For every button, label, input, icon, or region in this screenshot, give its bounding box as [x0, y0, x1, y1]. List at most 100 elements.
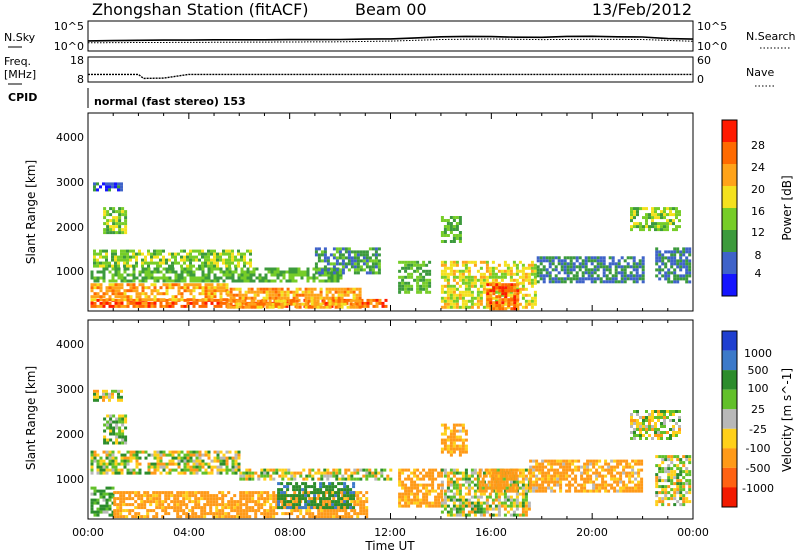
noise-series: [87, 35, 694, 44]
cpid-mode-text: normal (fast stereo) 153: [94, 95, 246, 108]
data-region-6: [226, 287, 362, 309]
noise-right-tick-low: 10^0: [697, 40, 727, 53]
velocity-colorbar-swatch-2: [722, 370, 737, 390]
beam-label: Beam 00: [355, 0, 427, 19]
power-range-axis-title: Slant Range [km]: [24, 160, 38, 264]
frequency-line: [88, 73, 693, 80]
power-colorbar-swatch-4: [722, 186, 737, 208]
data-region-5: [103, 414, 128, 445]
date-label: 13/Feb/2012: [592, 0, 692, 19]
power-cb-tick-4: 4: [755, 267, 762, 280]
freq-label-line1: Freq.: [4, 55, 31, 68]
velocity-cb-tick-25: 25: [751, 403, 765, 416]
data-region-11: [440, 216, 462, 243]
data-region-10: [478, 468, 518, 493]
data-region-13: [655, 455, 692, 507]
frequency-panel: Freq. [MHz] 18 8 60 0 Nave: [4, 54, 775, 87]
velocity-cb-tick-neg25: -25: [749, 423, 767, 436]
station-title: Zhongshan Station (fitACF): [92, 0, 309, 19]
velocity-range-tick-2000: 2000: [56, 428, 84, 441]
power-cb-tick-20: 20: [751, 183, 765, 196]
data-region-2: [90, 486, 115, 517]
power-colorbar-swatch-5: [722, 164, 737, 186]
data-region-2: [93, 249, 252, 268]
velocity-cb-tick-100: 100: [748, 382, 769, 395]
data-region-14: [655, 247, 692, 284]
power-colorbar-swatch-7: [722, 120, 737, 142]
power-colorbar-title: Power [dB]: [780, 175, 794, 240]
power-panel: Slant Range [km] 1000 2000 3000 4000: [24, 112, 694, 312]
velocity-panel: Slant Range [km] 1000 2000 3000 4000: [24, 319, 694, 520]
noise-right-tick-high: 10^5: [697, 20, 727, 33]
velocity-cb-tick-500: 500: [748, 364, 769, 377]
velocity-heatmap: [90, 389, 692, 519]
noise-series-sky-line: [87, 35, 694, 42]
power-colorbar: 4 8 12 16 20 24 28 Power [dB]: [721, 119, 794, 297]
data-region-10: [486, 283, 520, 311]
velocity-colorbar-swatch-0: [722, 331, 737, 351]
noise-series-search-line: [87, 38, 694, 44]
time-tick-2000: 20:00: [576, 526, 608, 539]
power-colorbar-swatch-3: [722, 208, 737, 230]
velocity-range-axis-title: Slant Range [km]: [24, 366, 38, 470]
power-cb-tick-28: 28: [751, 139, 765, 152]
power-range-tick-4000: 4000: [56, 131, 84, 144]
power-colorbar-swatch-2: [722, 230, 737, 252]
velocity-range-tick-3000: 3000: [56, 383, 84, 396]
data-region-5: [103, 207, 128, 235]
freq-right-tick-low: 0: [697, 73, 704, 86]
freq-left-tick-low: 8: [77, 73, 84, 86]
noise-left-tick-low: 10^0: [54, 40, 84, 53]
data-region-8: [398, 260, 432, 294]
noise-left-tick-high: 10^5: [54, 20, 84, 33]
power-range-tick-3000: 3000: [56, 176, 84, 189]
data-region-4: [93, 182, 123, 192]
velocity-axis-ticks: [87, 320, 694, 519]
time-tick-1600: 16:00: [475, 526, 507, 539]
velocity-colorbar-swatch-1: [722, 350, 737, 371]
power-cb-tick-8: 8: [755, 249, 762, 262]
power-heatmap: [90, 182, 692, 311]
data-region-12: [536, 256, 645, 284]
time-tick-0000: 00:00: [72, 526, 104, 539]
velocity-colorbar-title: Velocity [m s^-1]: [780, 368, 794, 472]
power-cb-tick-16: 16: [751, 205, 765, 218]
velocity-colorbar-swatch-4: [722, 409, 737, 429]
velocity-colorbar-swatches: [722, 331, 737, 507]
power-cb-tick-12: 12: [751, 226, 765, 239]
time-axis: 00:00 04:00 08:00 12:00 16:00 20:00 00:0…: [72, 526, 709, 553]
velocity-cb-tick-neg100: -100: [746, 442, 771, 455]
noise-panel: N.Sky 10^5 10^0 10^5 10^0 N.Search: [4, 20, 796, 53]
velocity-colorbar-swatch-7: [722, 467, 737, 488]
velocity-colorbar-swatch-8: [722, 487, 737, 507]
noise-left-label: N.Sky: [4, 31, 36, 44]
data-region-4: [277, 482, 356, 510]
power-colorbar-swatch-1: [722, 252, 737, 274]
time-axis-title: Time UT: [364, 539, 415, 553]
data-region-9: [440, 423, 468, 457]
data-region-0: [90, 450, 241, 475]
nave-label: Nave: [746, 66, 774, 79]
data-region-7: [314, 247, 381, 275]
noise-right-label: N.Search: [746, 30, 796, 43]
cpid-panel: CPID normal (fast stereo) 153: [8, 88, 246, 108]
power-colorbar-swatches: [722, 120, 737, 296]
freq-label-line2: [MHz]: [4, 68, 36, 81]
data-region-13: [630, 207, 681, 232]
velocity-colorbar-swatch-5: [722, 428, 737, 449]
velocity-colorbar-swatch-6: [722, 448, 737, 468]
power-colorbar-swatch-0: [722, 274, 737, 296]
time-tick-2400: 00:00: [677, 526, 709, 539]
data-region-7: [398, 468, 444, 508]
data-region-1: [90, 283, 229, 302]
data-region-6: [93, 389, 123, 402]
freq-left-tick-high: 18: [70, 54, 84, 67]
data-region-11: [529, 459, 644, 493]
data-region-3: [90, 267, 343, 283]
data-region-1: [239, 468, 393, 481]
velocity-range-tick-1000: 1000: [56, 473, 84, 486]
power-cb-tick-24: 24: [751, 161, 765, 174]
power-range-tick-2000: 2000: [56, 221, 84, 234]
velocity-colorbar: 1000 500 100 25 -25 -100 -500 -1000 Velo…: [721, 330, 794, 508]
